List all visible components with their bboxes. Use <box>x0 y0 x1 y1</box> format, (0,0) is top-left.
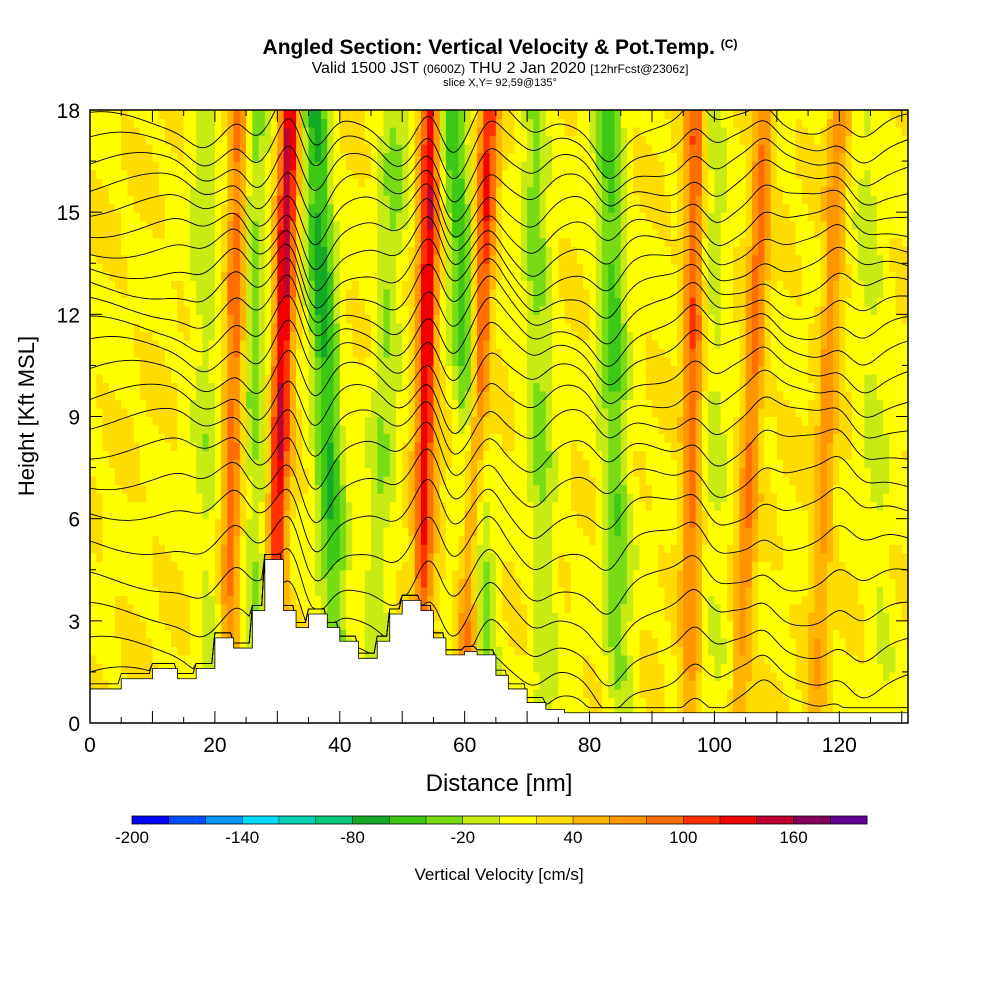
valid-date: THU 2 Jan 2020 <box>469 60 586 77</box>
isentrope-line <box>90 553 908 653</box>
valid-time-utc: (0600Z) <box>423 62 466 76</box>
colorbar-swatch <box>683 816 721 824</box>
x-tick-label: 100 <box>697 734 732 757</box>
slice-info: slice X,Y= 92,59@135° <box>443 77 557 89</box>
x-tick-label: 40 <box>328 734 351 757</box>
y-tick-label: 18 <box>57 100 80 123</box>
y-tick-label: 3 <box>68 611 80 634</box>
colorbar-swatch <box>462 816 500 824</box>
colorbar-tick-label: 40 <box>564 828 583 847</box>
terrain <box>89 559 909 724</box>
isentrope-line <box>90 319 908 386</box>
colorbar-swatch <box>573 816 611 824</box>
colorbar-swatch <box>389 816 427 824</box>
isentrope-line <box>90 110 908 163</box>
colorbar <box>131 815 868 825</box>
colorbar-swatch <box>132 816 170 824</box>
colorbar-label: Vertical Velocity [cm/s] <box>414 865 583 884</box>
isentrope-line <box>90 396 908 457</box>
colorbar-swatch <box>315 816 353 824</box>
colorbar-swatch <box>646 816 684 824</box>
colorbar-tick-label: -80 <box>340 828 365 847</box>
colorbar-tick-label: 160 <box>779 828 807 847</box>
colorbar-tick-label: -200 <box>115 828 149 847</box>
valid-time-local: Valid 1500 JST <box>311 60 419 77</box>
colorbar-swatch <box>793 816 831 824</box>
isentrope-line <box>90 548 908 615</box>
isentrope-line <box>90 274 908 345</box>
y-tick-label: 9 <box>68 407 80 430</box>
isentrope-line <box>90 216 908 292</box>
colorbar-swatch <box>279 816 317 824</box>
x-tick-label: 80 <box>578 734 601 757</box>
colorbar-swatch <box>352 816 390 824</box>
colorbar-tick-labels: -200 -140 -80 -20 40 100 160 <box>115 828 808 847</box>
colorbar-tick-label: -140 <box>225 828 259 847</box>
x-tick-labels: 0 20 40 60 80 100 120 <box>84 734 857 757</box>
x-tick-label: 60 <box>453 734 476 757</box>
colorbar-swatch <box>536 816 574 824</box>
x-axis-label: Distance [nm] <box>426 770 573 797</box>
plot-frame <box>89 109 909 724</box>
forecast-info: [12hrFcst@2306z] <box>590 62 689 76</box>
x-tick-label: 0 <box>84 734 96 757</box>
copyright-mark: (C) <box>720 37 738 51</box>
colorbar-swatch <box>609 816 647 824</box>
isentrope-line <box>90 198 908 271</box>
x-tick-label: 20 <box>203 734 226 757</box>
isentrope-line <box>90 118 908 180</box>
colorbar-swatch <box>242 816 280 824</box>
isentropes <box>90 110 908 709</box>
colorbar-swatch <box>499 816 537 824</box>
x-tick-label: 120 <box>822 734 857 757</box>
y-tick-label: 12 <box>57 304 80 327</box>
title-text: Angled Section: Vertical Velocity & Pot.… <box>262 36 715 59</box>
y-axis-label: Height [Kft MSL] <box>14 336 39 496</box>
y-tick-labels: 0 3 6 9 12 15 18 <box>57 100 80 736</box>
isentrope-line <box>90 369 908 435</box>
isentrope-line <box>90 448 908 523</box>
isentrope-line <box>90 421 908 490</box>
y-tick-label: 15 <box>57 202 80 225</box>
colorbar-swatch <box>168 816 206 824</box>
isentrope-line <box>90 295 908 367</box>
isentrope-line <box>90 238 908 309</box>
colorbar-swatch <box>756 816 794 824</box>
isentrope-line <box>90 183 908 246</box>
y-tick-label: 6 <box>68 509 80 532</box>
colorbar-tick-label: 100 <box>669 828 697 847</box>
y-tick-label: 0 <box>68 713 80 736</box>
isentrope-line <box>90 137 908 203</box>
isentrope-line <box>90 515 908 582</box>
colorbar-swatch <box>205 816 243 824</box>
chart-title: Angled Section: Vertical Velocity & Pot.… <box>0 36 1000 60</box>
isentrope-line <box>90 553 908 687</box>
colorbar-swatch <box>720 816 758 824</box>
isentrope-line <box>90 478 908 553</box>
colorbar-swatch <box>426 816 464 824</box>
chart-subtitle: Valid 1500 JST (0600Z) THU 2 Jan 2020 [1… <box>0 60 1000 78</box>
isentrope-line <box>90 159 908 222</box>
colorbar-swatch <box>830 816 868 824</box>
colorbar-tick-label: -20 <box>450 828 475 847</box>
velocity-field <box>90 110 908 723</box>
isentrope-line <box>90 257 908 323</box>
isentrope-line <box>90 346 908 410</box>
